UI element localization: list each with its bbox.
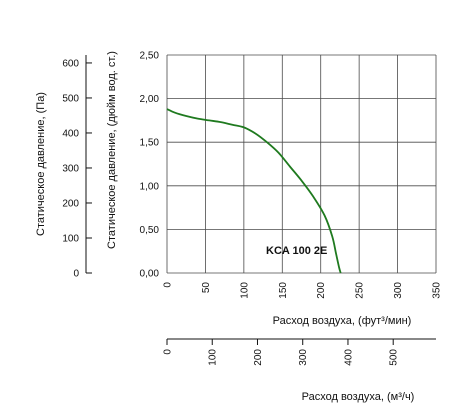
series-line-kca-100-2e (166, 108, 342, 274)
pa-tick-label: 300 (62, 163, 79, 174)
pa-tick-label: 0 (73, 269, 79, 280)
inwg-tick-label: 1,00 (140, 181, 160, 192)
cfm-tick-label: 50 (201, 282, 212, 294)
cfm-tick-label: 300 (393, 282, 404, 299)
inwg-axis-title: Статическое давление, (дюйм вод. ст.) (106, 51, 118, 249)
pa-tick-label: 500 (62, 93, 79, 104)
m3h-tick-label: 100 (208, 349, 219, 366)
pa-tick-label: 200 (62, 198, 79, 209)
m3h-axis: 0 100 200 300 400 500 Расход воздуха, (м³/ч) (163, 338, 436, 403)
grid-lines (166, 54, 437, 274)
m3h-tick-label: 0 (163, 349, 174, 355)
inwg-tick-label: 0,00 (140, 269, 160, 280)
m3h-tick-group: 0 100 200 300 400 500 (163, 339, 400, 366)
pa-tick-label: 400 (62, 128, 79, 139)
pa-tick-label: 600 (62, 58, 79, 69)
m3h-tick-label: 500 (389, 349, 400, 366)
cfm-tick-label: 150 (278, 282, 289, 299)
inwg-tick-label: 1,50 (140, 138, 160, 149)
inwg-tick-label: 2,50 (140, 51, 160, 62)
m3h-tick-label: 300 (298, 349, 309, 366)
m3h-axis-title: Расход воздуха, (м³/ч) (302, 391, 415, 403)
plot-area: 0,00 0,50 1,00 1,50 2,00 2,50 0 50 100 150 200 250… (140, 51, 443, 328)
pa-tick-label: 100 (62, 233, 79, 244)
cfm-tick-label: 0 (163, 282, 174, 288)
m3h-tick-label: 200 (253, 349, 264, 366)
cfm-axis-title: Расход воздуха, (фут³/мин) (273, 315, 412, 327)
pa-tick-group: 0 100 200 300 400 500 600 (62, 58, 92, 280)
pa-axis-title: Статическое давление, (Па) (35, 92, 47, 236)
cfm-tick-group: 0 50 100 150 200 250 300 350 (163, 282, 443, 299)
inwg-tick-label: 2,00 (140, 94, 160, 105)
cfm-tick-label: 350 (432, 282, 443, 299)
m3h-tick-label: 400 (343, 349, 354, 366)
series-label-kca-100-2e: KCA 100 2E (266, 245, 327, 257)
cfm-tick-label: 250 (355, 282, 366, 299)
cfm-tick-label: 200 (316, 282, 327, 299)
inwg-tick-group: 0,00 0,50 1,00 1,50 2,00 2,50 (140, 51, 160, 280)
pa-axis: 0 100 200 300 400 500 600 Статическое давление… (35, 55, 92, 280)
inwg-tick-label: 0,50 (140, 225, 160, 236)
cfm-tick-label: 100 (239, 282, 250, 299)
